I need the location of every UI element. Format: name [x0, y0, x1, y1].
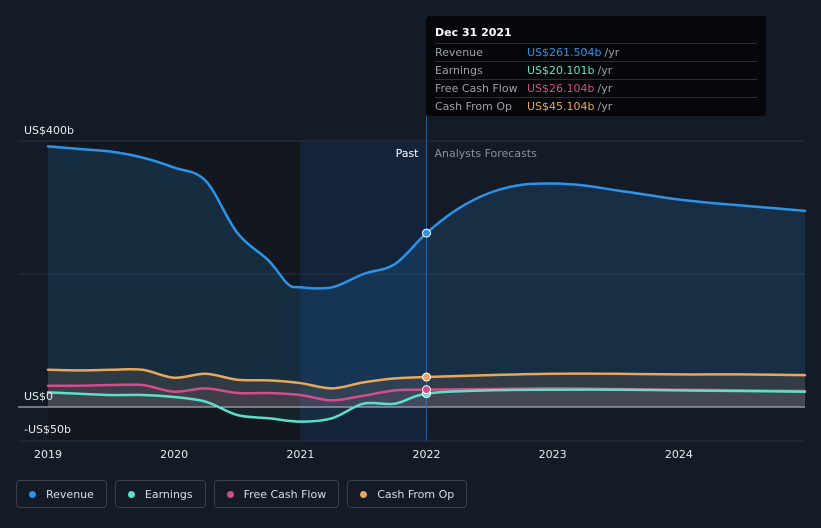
- tooltip-value: US$45.104b: [527, 100, 595, 113]
- tooltip-unit: /yr: [597, 100, 613, 113]
- legend: Revenue Earnings Free Cash Flow Cash Fro…: [16, 480, 468, 508]
- legend-item-cash-from-op[interactable]: Cash From Op: [347, 480, 468, 508]
- tooltip-value: US$261.504b: [527, 46, 602, 59]
- tooltip-row-free-cash-flow: Free Cash Flow US$26.104b /yr: [435, 79, 757, 97]
- series-line-revenue: [46, 145, 807, 290]
- series-line-cash-from-op: [46, 367, 807, 390]
- tooltip-row-earnings: Earnings US$20.101b /yr: [435, 61, 757, 79]
- legend-dot-icon: [360, 490, 368, 498]
- legend-label: Earnings: [144, 487, 193, 501]
- legend-item-revenue[interactable]: Revenue: [16, 480, 107, 508]
- x-tick-label: 2021: [286, 448, 314, 461]
- y-label-bottom: -US$50b: [24, 423, 71, 436]
- x-tick-label: 2019: [34, 448, 62, 461]
- x-tick-label: 2020: [160, 448, 188, 461]
- tooltip: Dec 31 2021 Revenue US$261.504b /yr Earn…: [426, 16, 766, 116]
- legend-label: Revenue: [46, 487, 94, 501]
- legend-dot-icon: [127, 490, 135, 498]
- tooltip-value: US$20.101b: [527, 64, 595, 77]
- y-label-top: US$400b: [24, 124, 74, 137]
- tooltip-row-revenue: Revenue US$261.504b /yr: [435, 43, 757, 61]
- x-tick-label: 2024: [665, 448, 693, 461]
- tooltip-label: Revenue: [435, 46, 483, 59]
- legend-dot-icon: [29, 490, 36, 498]
- legend-item-earnings[interactable]: Earnings: [114, 480, 206, 508]
- legend-label: Cash From Op: [377, 487, 455, 501]
- x-tick-label: 2023: [539, 448, 567, 461]
- tooltip-unit: /yr: [597, 64, 613, 77]
- marker-free-cash-flow: [422, 385, 431, 395]
- legend-label: Free Cash Flow: [243, 487, 327, 501]
- y-label-zero: US$0: [24, 390, 53, 403]
- marker-revenue: [422, 228, 431, 238]
- tooltip-unit: /yr: [597, 82, 613, 95]
- tooltip-date: Dec 31 2021: [435, 26, 512, 39]
- legend-dot-icon: [226, 490, 234, 498]
- forecast-label: Analysts Forecasts: [435, 147, 538, 160]
- marker-cash-from-op: [422, 372, 431, 382]
- tooltip-label: Cash From Op: [435, 100, 513, 113]
- tooltip-label: Earnings: [435, 64, 483, 77]
- tooltip-label: Free Cash Flow: [435, 82, 518, 95]
- tooltip-value: US$26.104b: [527, 82, 595, 95]
- series-line-earnings: [46, 388, 807, 423]
- area-earnings: [48, 389, 805, 422]
- area-revenue: [48, 146, 805, 407]
- legend-item-free-cash-flow[interactable]: Free Cash Flow: [213, 480, 340, 508]
- x-tick-label: 2022: [413, 448, 441, 461]
- past-label: Past: [396, 147, 420, 160]
- tooltip-unit: /yr: [604, 46, 620, 59]
- tooltip-row-cash-from-op: Cash From Op US$45.104b /yr: [435, 97, 757, 115]
